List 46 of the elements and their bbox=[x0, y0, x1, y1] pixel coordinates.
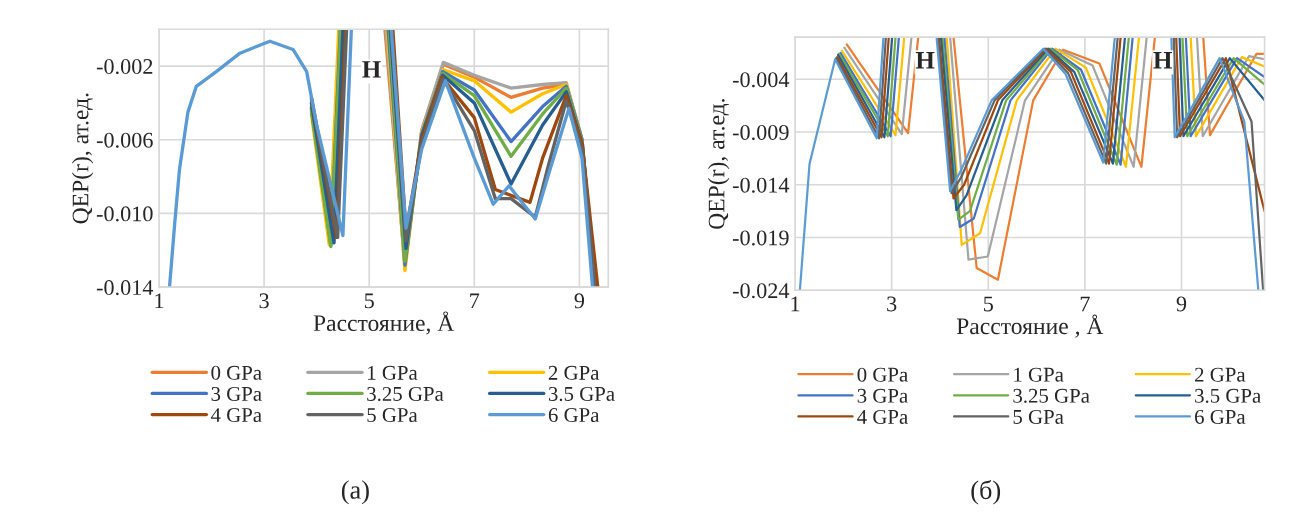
annotation: H bbox=[362, 61, 381, 78]
y-axis-title: QEP(r), ат.ед. bbox=[707, 99, 730, 229]
y-tick-label: -0.024 bbox=[732, 283, 790, 299]
x-tick-label: 5 bbox=[364, 293, 374, 309]
y-tick-label: -0.014 bbox=[732, 177, 790, 193]
x-tick-label: 9 bbox=[574, 293, 585, 309]
legend-label: 3.25 GPa bbox=[1013, 388, 1090, 403]
legend-label: 3.5 GPa bbox=[548, 386, 615, 402]
legend-label: 1 GPa bbox=[368, 365, 418, 380]
legend-label: 3.25 GPa bbox=[367, 386, 444, 402]
x-axis-title: Расстояние , Å bbox=[956, 314, 1104, 338]
legend-label: 0 GPa bbox=[857, 367, 908, 382]
legend-label: 6 GPa bbox=[548, 408, 600, 423]
y-tick-label: -0.014 bbox=[96, 280, 154, 296]
annotation: H bbox=[1153, 52, 1172, 69]
annotation: H bbox=[915, 52, 935, 69]
legend-label: 0 GPa bbox=[211, 365, 262, 380]
x-tick-label: 5 bbox=[984, 296, 993, 312]
legend-label: 5 GPa bbox=[367, 408, 418, 423]
text: (а) bbox=[341, 480, 369, 505]
x-tick-label: 1 bbox=[791, 296, 800, 312]
x-tick-label: 3 bbox=[259, 293, 269, 309]
x-tick-label: 9 bbox=[1176, 296, 1187, 312]
x-tick-label: 3 bbox=[887, 296, 897, 312]
x-tick-label: 1 bbox=[155, 293, 164, 309]
legend-label: 5 GPa bbox=[1013, 409, 1064, 424]
legend-label: 1 GPa bbox=[1014, 367, 1064, 382]
legend-label: 2 GPa bbox=[548, 365, 600, 380]
y-tick-label: -0.010 bbox=[96, 206, 153, 222]
legend-label: 3.5 GPa bbox=[1195, 388, 1261, 403]
x-tick-label: 7 bbox=[470, 293, 480, 309]
y-tick-label: -0.009 bbox=[732, 124, 789, 141]
y-tick-label: -0.019 bbox=[732, 230, 789, 246]
x-axis-title: Расстояние, Å bbox=[313, 311, 455, 335]
x-tick-label: 7 bbox=[1080, 296, 1090, 312]
text: (б) bbox=[971, 479, 1001, 505]
legend-label: 3 GPa bbox=[857, 388, 908, 403]
legend-label: 4 GPa bbox=[857, 409, 908, 424]
legend-label: 2 GPa bbox=[1195, 367, 1246, 382]
legend-label: 3 GPa bbox=[211, 386, 262, 401]
y-axis-title: QEP(r), ат.ед. bbox=[71, 93, 94, 224]
legend-label: 4 GPa bbox=[210, 408, 262, 423]
y-tick-label: -0.006 bbox=[96, 132, 153, 148]
y-tick-label: -0.004 bbox=[732, 72, 790, 88]
legend-label: 6 GPa bbox=[1195, 409, 1246, 424]
y-tick-label: -0.002 bbox=[96, 59, 153, 75]
